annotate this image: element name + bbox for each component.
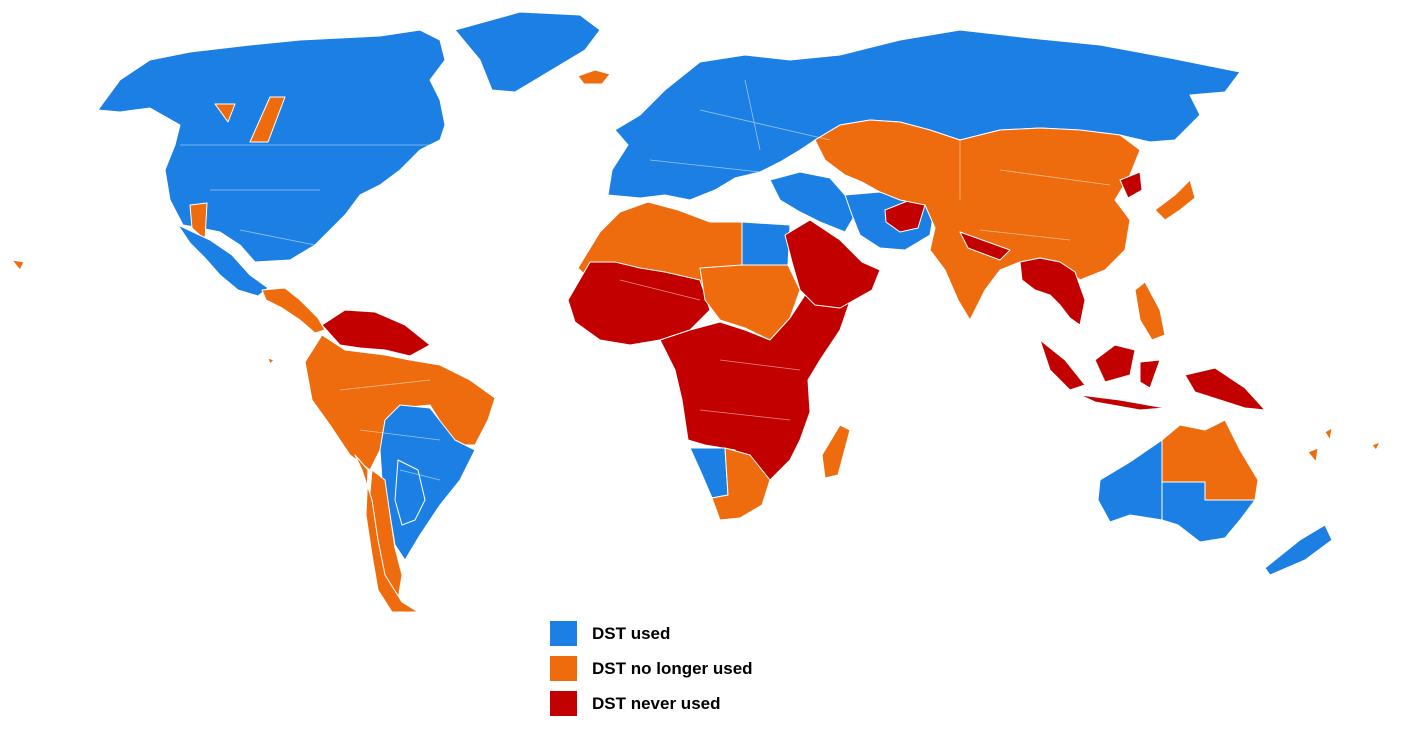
region-southeast-asia — [959, 231, 1086, 326]
region-egypt — [741, 221, 791, 266]
region-alaska-canada-usa — [97, 29, 446, 263]
legend-swatch-dst-no-longer-used — [550, 656, 577, 681]
legend-label-dst-used: DST used — [592, 623, 671, 643]
region-mexico — [177, 224, 269, 297]
legend-swatch-dst-used — [550, 621, 577, 646]
region-australia-west — [1097, 439, 1163, 523]
map-legend: DST used DST no longer used DST never us… — [550, 621, 753, 726]
region-papua-new-guinea — [1184, 367, 1266, 411]
region-middle-east — [769, 171, 856, 233]
legend-item-dst-no-longer-used: DST no longer used — [550, 656, 753, 681]
region-venezuela-guianas — [321, 309, 431, 357]
region-chile — [354, 454, 419, 613]
world-map — [11, 11, 1381, 613]
region-japan — [1154, 179, 1196, 221]
legend-label-dst-no-longer-used: DST no longer used — [592, 658, 753, 678]
region-north-korea — [1119, 171, 1143, 199]
legend-label-dst-never-used: DST never used — [592, 693, 721, 713]
region-saskatchewan — [249, 96, 286, 143]
region-south-america-north — [304, 334, 496, 471]
region-indonesia — [1039, 339, 1166, 411]
region-namibia — [689, 447, 729, 499]
region-central-east-africa — [659, 291, 853, 481]
region-central-america — [261, 287, 326, 334]
region-paraguay-uruguay — [394, 459, 426, 526]
region-west-africa — [567, 261, 711, 346]
legend-swatch-dst-never-used — [550, 691, 577, 716]
legend-item-dst-used: DST used — [550, 621, 753, 646]
region-greenland — [454, 11, 601, 93]
region-iceland — [577, 69, 611, 85]
region-australia-southeast — [1161, 481, 1256, 543]
region-madagascar — [821, 424, 851, 479]
region-pacific-islands — [11, 259, 1381, 463]
region-new-zealand — [1264, 524, 1333, 576]
region-arabian-peninsula — [784, 219, 881, 309]
region-southern-africa — [711, 447, 771, 521]
region-europe-russia — [607, 29, 1241, 201]
legend-item-dst-never-used: DST never used — [550, 691, 753, 716]
region-philippines — [1134, 281, 1166, 341]
